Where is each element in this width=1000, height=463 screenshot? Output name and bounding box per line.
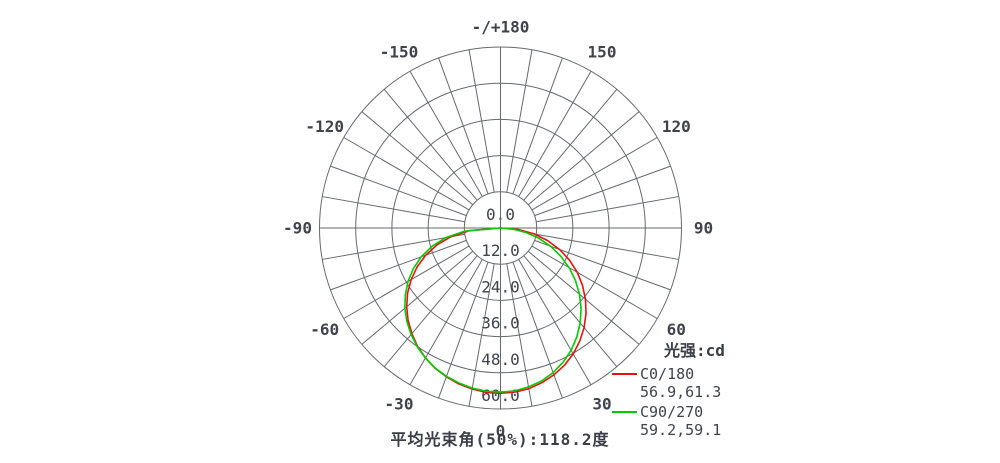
grid-spoke-150: [518, 70, 592, 197]
grid-spoke-290: [330, 239, 467, 291]
grid-spoke-80: [536, 233, 679, 260]
grid-spoke-100: [536, 196, 679, 223]
angle-label-0: 0: [496, 422, 506, 441]
angle-label--120: -120: [305, 117, 344, 136]
grid-spoke-230: [361, 111, 474, 206]
angle-label-120: 120: [662, 117, 691, 136]
angle-label--90: -90: [283, 219, 312, 238]
grid-spoke-260: [322, 196, 465, 223]
angle-label--30: -30: [385, 394, 414, 413]
grid-spoke-130: [527, 111, 640, 206]
angle-label-60: 60: [667, 320, 686, 339]
legend: 光强:cd C0/180 56.9,61.3 C90/270 59.2,59.1: [612, 342, 725, 440]
c0-180-label: C0/180: [640, 364, 695, 383]
grid-spoke-70: [534, 239, 671, 291]
grid-spoke-350: [468, 263, 495, 407]
legend-title: 光强:cd: [664, 341, 725, 360]
grid-spoke-190: [468, 49, 495, 193]
angle-label--60: -60: [310, 320, 339, 339]
grid-spoke-120: [531, 137, 658, 211]
grid-spoke-240: [343, 137, 470, 211]
grid-spoke-170: [506, 49, 533, 193]
grid-spoke-20: [512, 261, 563, 399]
grid-spoke-30: [518, 259, 592, 386]
curve-C0-180: [405, 227, 587, 395]
grid-spoke-50: [527, 250, 640, 345]
curve-C90-270: [403, 227, 582, 393]
angle-label-90: 90: [694, 219, 713, 238]
c90-270-values: 59.2,59.1: [640, 421, 722, 439]
legend-entry-c90-270: C90/270: [612, 402, 725, 421]
grid-spoke-220: [383, 89, 478, 201]
grid-spoke-340: [438, 261, 489, 399]
grid-spoke-10: [506, 263, 533, 407]
grid-spoke-40: [523, 255, 618, 367]
angle-label--150: -150: [380, 43, 419, 62]
grid-spoke-110: [534, 165, 671, 217]
grid-spoke-280: [322, 233, 465, 260]
grid-spoke-160: [512, 57, 563, 195]
c0-180-values: 56.9,61.3: [640, 383, 722, 401]
c90-270-label: C90/270: [640, 402, 704, 421]
grid-spoke-330: [409, 259, 483, 386]
angle-label-180: -/+180: [472, 18, 530, 37]
c0-180-line-swatch: [612, 372, 637, 375]
grid-spoke-140: [523, 89, 618, 201]
legend-entry-c0-180: C0/180: [612, 364, 725, 383]
grid-spoke-210: [409, 70, 483, 197]
grid-spoke-200: [438, 57, 489, 195]
grid-spoke-300: [343, 245, 470, 319]
grid-spoke-320: [383, 255, 478, 367]
angle-label-30: 30: [592, 394, 611, 413]
c90-270-line-swatch: [612, 410, 637, 413]
grid-spoke-310: [361, 250, 474, 345]
grid-spoke-60: [531, 245, 658, 319]
grid-spoke-250: [330, 165, 467, 217]
angle-label-150: 150: [588, 43, 617, 62]
beam-angle-caption: 平均光束角(50%):118.2度: [390, 430, 610, 449]
